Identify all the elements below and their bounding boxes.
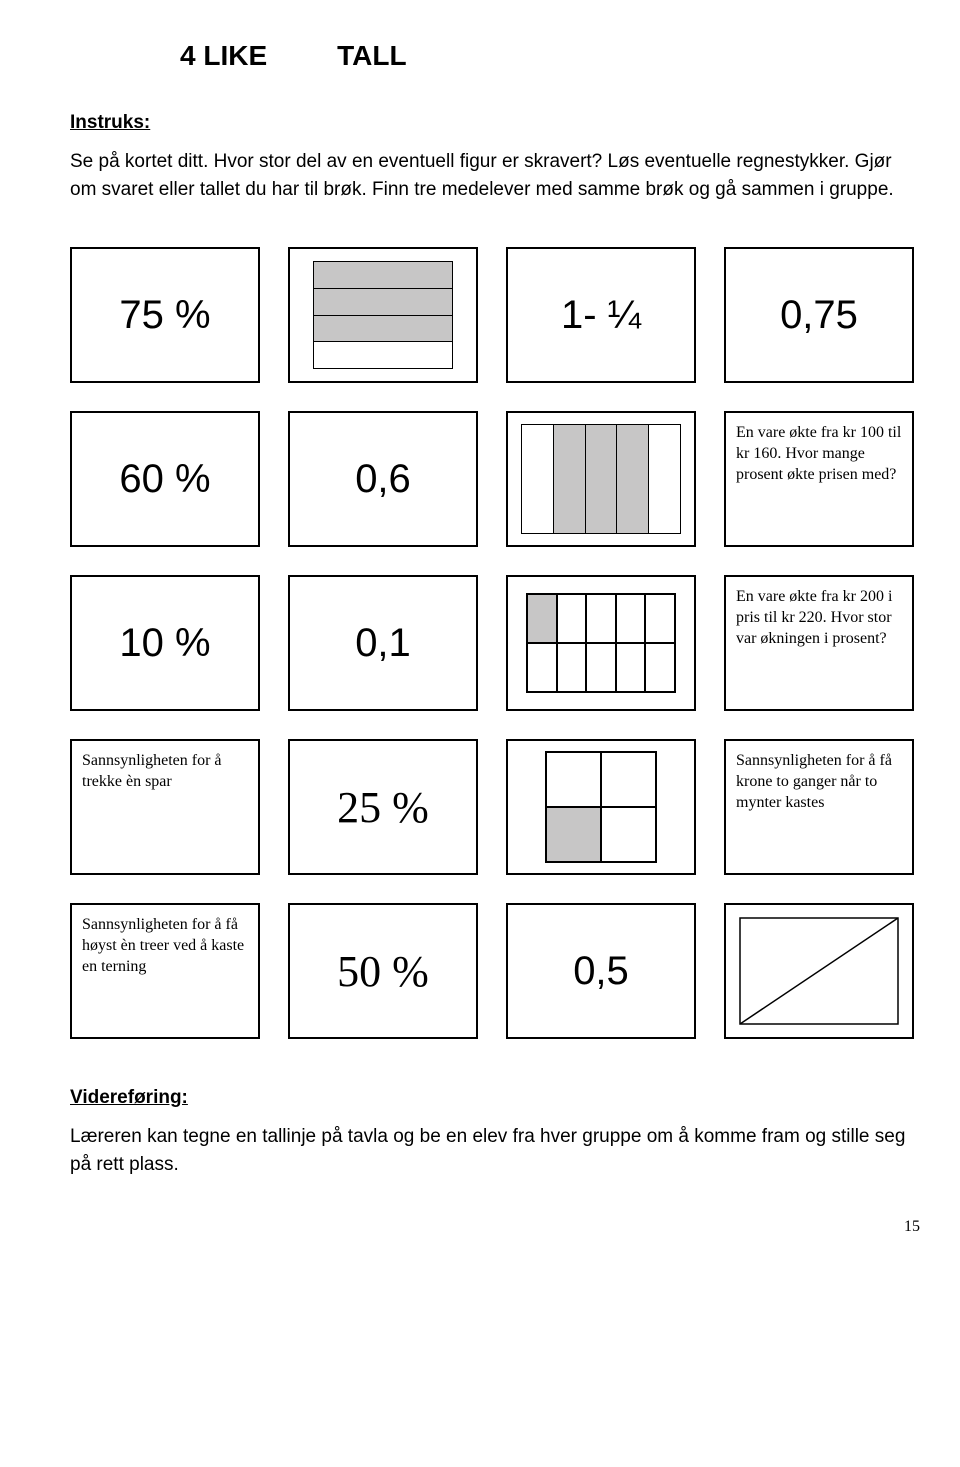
card-figure-diagonal bbox=[724, 903, 914, 1039]
videreforing-heading: Videreføring: bbox=[70, 1087, 920, 1109]
card-25pct: 25 % bbox=[288, 739, 478, 875]
videreforing-body: Læreren kan tegne en tallinje på tavla o… bbox=[70, 1123, 920, 1178]
card-0-6: 0,6 bbox=[288, 411, 478, 547]
card-row: 75 % 1- ¼ 0,75 bbox=[70, 247, 920, 383]
card-figure-hstrips bbox=[288, 247, 478, 383]
card-row: 60 % 0,6 En vare økte fra kr 100 til kr … bbox=[70, 411, 920, 547]
card-50pct: 50 % bbox=[288, 903, 478, 1039]
card-figure-quad bbox=[506, 739, 696, 875]
card-text-krone: Sannsynligheten for å få krone to ganger… bbox=[724, 739, 914, 875]
card-figure-vcols bbox=[506, 411, 696, 547]
page-number: 15 bbox=[70, 1218, 920, 1236]
quad-figure bbox=[545, 751, 657, 863]
vcols-figure bbox=[521, 424, 681, 534]
card-grid: 75 % 1- ¼ 0,75 60 % 0,6 En vare økte fra… bbox=[70, 247, 920, 1039]
card-0-1: 0,1 bbox=[288, 575, 478, 711]
card-text-terning: Sannsynligheten for å få høyst èn treer … bbox=[70, 903, 260, 1039]
card-text-vare-200-220: En vare økte fra kr 200 i pris til kr 22… bbox=[724, 575, 914, 711]
card-10pct: 10 % bbox=[70, 575, 260, 711]
instructions-heading: Instruks: bbox=[70, 112, 920, 134]
card-row: 10 % 0,1 En vare økte fra kr 200 i pris … bbox=[70, 575, 920, 711]
instructions-body: Se på kortet ditt. Hvor stor del av en e… bbox=[70, 148, 920, 203]
card-figure-grid2x5 bbox=[506, 575, 696, 711]
card-75pct: 75 % bbox=[70, 247, 260, 383]
grid2x5-figure bbox=[526, 593, 676, 693]
card-60pct: 60 % bbox=[70, 411, 260, 547]
hstrips-figure bbox=[313, 261, 453, 369]
card-0-5: 0,5 bbox=[506, 903, 696, 1039]
card-row: Sannsynligheten for å trekke èn spar 25 … bbox=[70, 739, 920, 875]
diagonal-figure bbox=[739, 917, 899, 1025]
card-0-75: 0,75 bbox=[724, 247, 914, 383]
card-1-minus-quarter: 1- ¼ bbox=[506, 247, 696, 383]
card-row: Sannsynligheten for å få høyst èn treer … bbox=[70, 903, 920, 1039]
card-text-spar: Sannsynligheten for å trekke èn spar bbox=[70, 739, 260, 875]
card-text-vare-100-160: En vare økte fra kr 100 til kr 160. Hvor… bbox=[724, 411, 914, 547]
page-title: 4 LIKE TALL bbox=[180, 40, 920, 72]
